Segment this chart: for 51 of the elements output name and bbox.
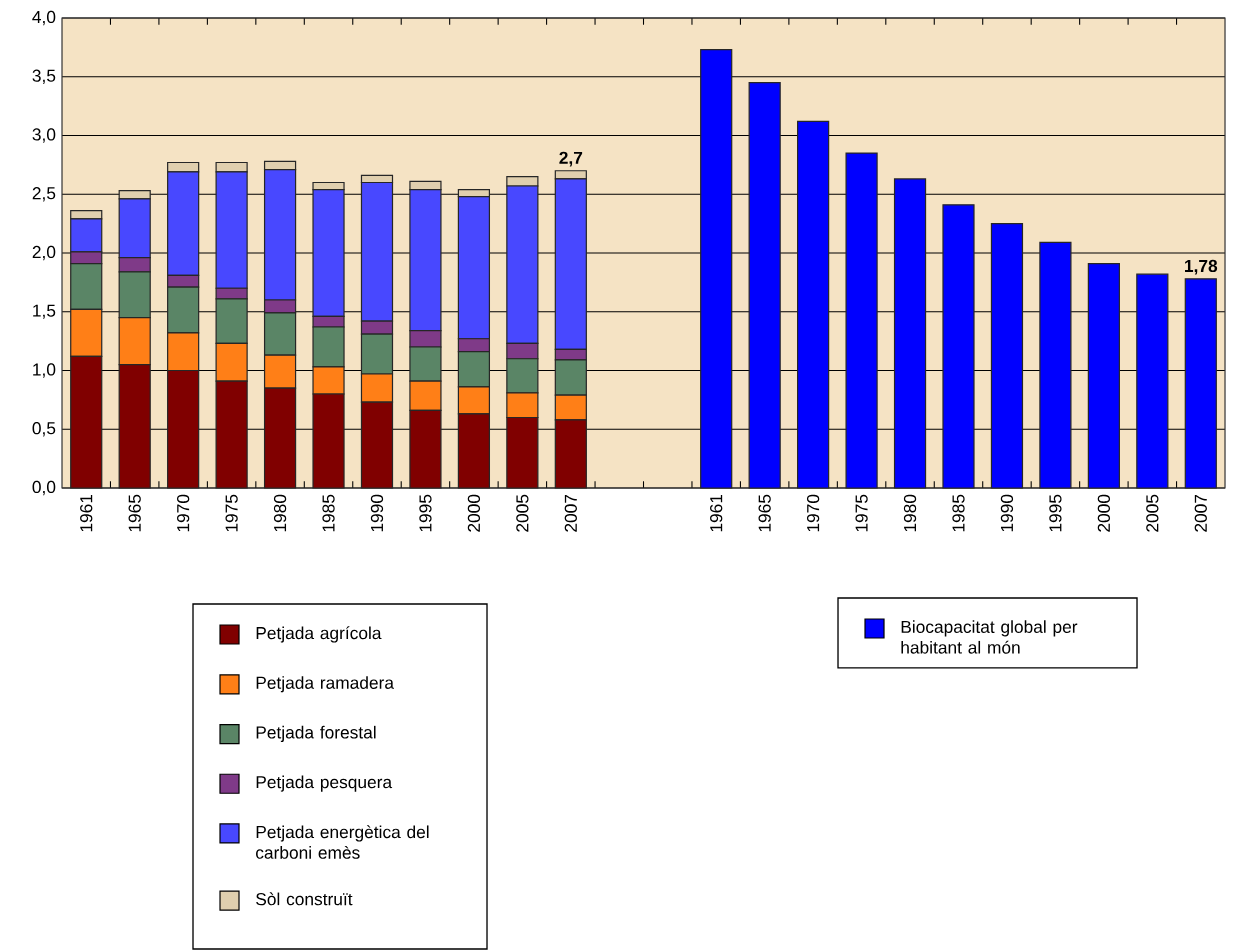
x-tick-label: 1970 [806,494,820,532]
y-tick-label: 2,0 [32,245,56,261]
legend-label: Biocapacitat global per habitant al món [901,620,1078,654]
y-tick-label: 3,5 [32,69,56,84]
x-tick-label: 2000 [467,494,481,532]
x-tick-label: 1970 [177,494,190,532]
bar [990,223,1024,489]
x-tick-label: 2007 [564,494,577,532]
bar [942,204,975,489]
x-tick-label: 2007 [1194,494,1207,532]
x-tick-label: 2005 [516,494,529,532]
legend-label: Petjada pesquera [256,775,393,792]
bar [1039,241,1072,489]
total-label: 2,7 [559,151,583,167]
x-tick-label: 1985 [952,494,965,532]
x-tick-label: 1965 [128,494,141,532]
y-tick-label: 0,5 [32,422,56,437]
x-tick-label: 1961 [710,494,723,532]
x-tick-label: 1995 [1049,494,1062,532]
legend-label: Petjada energètica del carboni emès [256,825,429,859]
y-tick-label: 2,5 [32,187,56,202]
x-tick-label: 1975 [855,494,868,532]
y-tick-label: 4,0 [32,10,56,26]
legend-label: Sòl construït [256,892,353,906]
bar [893,178,927,489]
x-tick-label: 1975 [225,494,238,532]
x-tick-label: 1980 [903,494,917,532]
bar [700,49,733,489]
y-tick-label: 1,5 [33,304,56,319]
bar [797,120,830,489]
x-tick-label: 2005 [1146,494,1159,532]
x-tick-label: 1965 [758,494,771,532]
bar [748,82,781,489]
legend-label: Petjada ramadera [256,676,394,693]
bar [845,152,878,489]
x-tick-label: 1995 [419,494,432,532]
legend-label: Petjada agrícola [256,626,382,643]
x-tick-label: 1985 [322,494,335,532]
bar [1184,278,1217,489]
legend-label: Petjada forestal [256,725,376,742]
x-tick-label: 1980 [273,494,287,532]
y-tick-label: 0,0 [32,480,56,496]
x-tick-label: 1990 [370,494,384,532]
y-tick-label: 3,0 [32,128,56,143]
bar [1087,262,1120,489]
bar [1136,273,1169,489]
data-label: 1,78 [1185,259,1218,275]
x-tick-label: 1990 [1000,494,1014,532]
x-tick-label: 1961 [80,494,93,532]
y-tick-label: 1,0 [33,363,56,378]
x-tick-label: 2000 [1097,494,1110,532]
